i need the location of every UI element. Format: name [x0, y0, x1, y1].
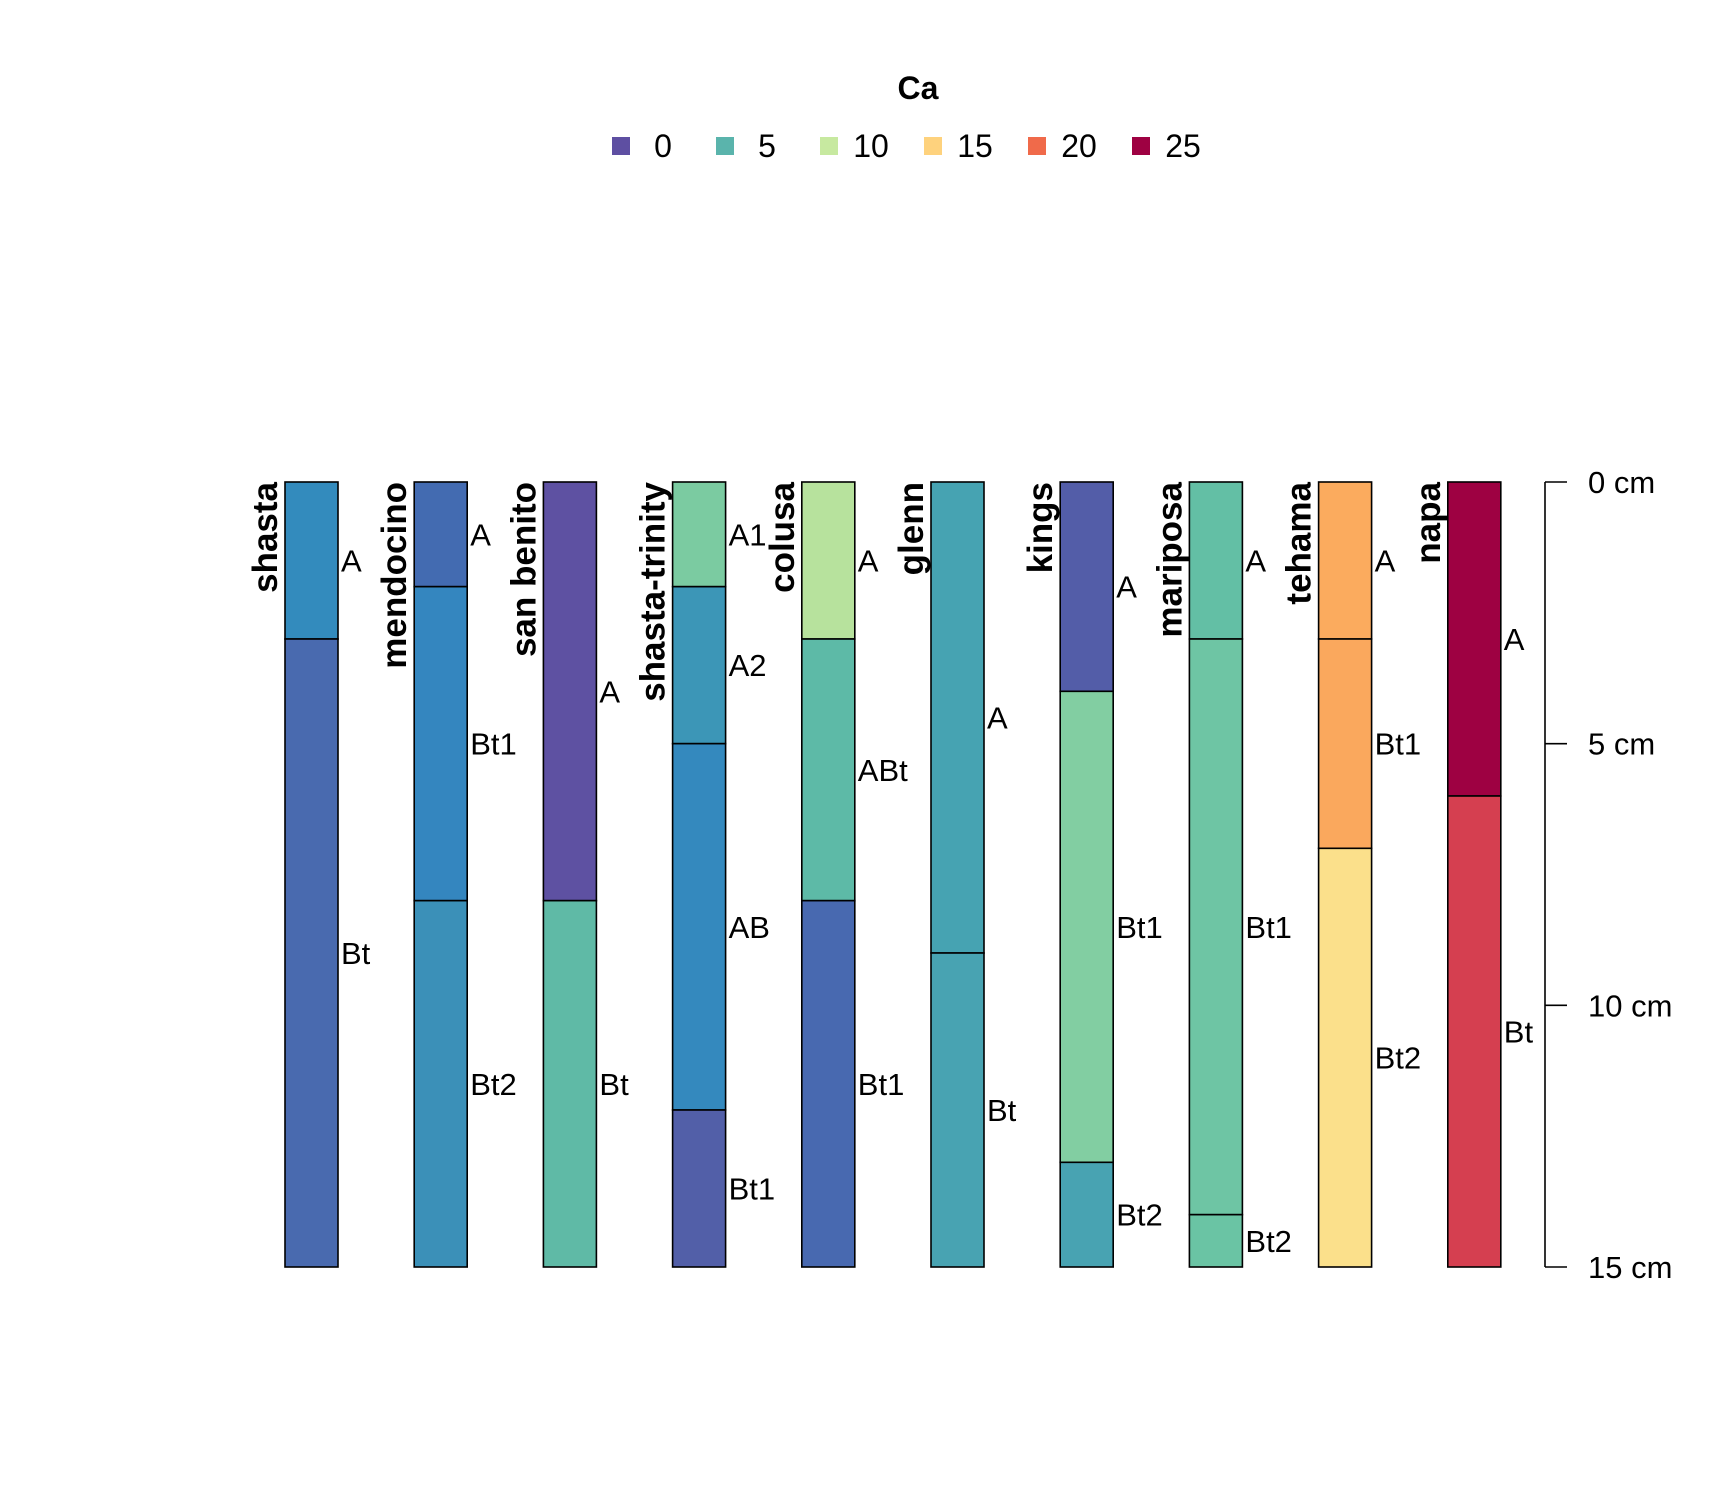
profile: A Bt san benito [504, 482, 629, 1267]
depth-axis: 0 cm 5 cm 10 cm 15 cm [1545, 465, 1672, 1285]
horizon-label: A [1245, 544, 1266, 579]
profile: A Bt glenn [892, 482, 1017, 1267]
horizon [1319, 482, 1372, 639]
horizon [673, 482, 726, 587]
horizon [1319, 639, 1372, 848]
profile-label: tehama [1280, 481, 1319, 604]
horizon [285, 482, 338, 639]
profile-label: colusa [763, 481, 802, 592]
horizon-label: Bt2 [1116, 1198, 1163, 1233]
legend-swatch [924, 137, 942, 155]
profile-label: shasta-trinity [634, 481, 673, 701]
horizon-label: Bt [987, 1093, 1017, 1128]
profile-label: san benito [504, 482, 543, 657]
horizon [1060, 1162, 1113, 1267]
profile-label: napa [1409, 481, 1448, 563]
horizon-label: Bt1 [470, 727, 517, 762]
profile: A Bt1 Bt2 mariposa [1150, 481, 1292, 1267]
horizon-label: A [987, 701, 1008, 736]
depth-tick-label: 0 cm [1588, 465, 1655, 500]
horizon-label: Bt1 [1116, 910, 1163, 945]
depth-tick-label: 5 cm [1588, 727, 1655, 762]
profile-label: shasta [246, 481, 285, 592]
horizon-label: AB [729, 910, 770, 945]
horizon [673, 744, 726, 1110]
profile: A1 A2 AB Bt1 shasta-trinity [634, 481, 776, 1267]
horizon-label: A [470, 517, 491, 552]
profile-label: mendocino [375, 482, 414, 669]
profile: A Bt1 Bt2 kings [1021, 482, 1163, 1267]
horizon-label: Bt2 [470, 1067, 517, 1102]
horizon [414, 587, 467, 901]
profile-label: kings [1021, 482, 1060, 573]
horizon-label: A [1375, 544, 1396, 579]
legend-swatch [612, 137, 630, 155]
horizon-label: A [341, 544, 362, 579]
horizon [931, 482, 984, 953]
legend-label: 5 [758, 128, 776, 164]
horizon [802, 901, 855, 1267]
horizon [1448, 482, 1501, 796]
horizon [1319, 848, 1372, 1267]
horizon [1189, 639, 1242, 1215]
horizon [543, 482, 596, 901]
horizon [414, 482, 467, 587]
horizon [543, 901, 596, 1267]
horizon-label: Bt [599, 1067, 629, 1102]
depth-tick-label: 10 cm [1588, 988, 1672, 1023]
horizon-label: A [1116, 570, 1137, 605]
horizon [1189, 482, 1242, 639]
horizon-label: A2 [729, 648, 767, 683]
horizon [1189, 1215, 1242, 1267]
profile: A Bt napa [1409, 481, 1534, 1267]
legend-swatch [716, 137, 734, 155]
horizon-label: Bt1 [729, 1172, 776, 1207]
horizon [802, 482, 855, 639]
horizon [1060, 482, 1113, 691]
profile: A Bt shasta [246, 481, 371, 1267]
horizon-label: A [1504, 622, 1525, 657]
legend-swatch [820, 137, 838, 155]
legend-swatch [1132, 137, 1150, 155]
profile: A Bt1 Bt2 tehama [1280, 481, 1422, 1267]
horizon-label: Bt [341, 936, 371, 971]
horizon-label: A [599, 674, 620, 709]
horizon-label: Bt1 [1245, 910, 1292, 945]
profile-label: glenn [892, 482, 931, 575]
horizon [1448, 796, 1501, 1267]
profile: A Bt1 Bt2 mendocino [375, 482, 517, 1267]
legend-label: 20 [1061, 128, 1097, 164]
horizon [414, 901, 467, 1267]
profile-label: mariposa [1150, 481, 1189, 637]
horizon [931, 953, 984, 1267]
profile: A ABt Bt1 colusa [763, 481, 908, 1267]
horizon-label: Bt [1504, 1015, 1534, 1050]
horizon [802, 639, 855, 901]
legend-label: 25 [1165, 128, 1201, 164]
horizon-label: A [858, 544, 879, 579]
horizon-label: ABt [858, 753, 908, 788]
horizon [673, 1110, 726, 1267]
legend-label: 15 [957, 128, 993, 164]
legend: Ca 0 5 10 15 20 25 [612, 70, 1201, 164]
horizon [285, 639, 338, 1267]
horizon-label: Bt2 [1245, 1224, 1292, 1259]
horizon [673, 587, 726, 744]
horizon-label: Bt2 [1375, 1041, 1422, 1076]
depth-tick-label: 15 cm [1588, 1250, 1672, 1285]
legend-label: 0 [654, 128, 672, 164]
legend-title: Ca [898, 70, 939, 106]
horizon-label: Bt1 [858, 1067, 905, 1102]
legend-swatch [1028, 137, 1046, 155]
horizon [1060, 691, 1113, 1162]
horizon-label: A1 [729, 517, 767, 552]
legend-label: 10 [853, 128, 889, 164]
horizon-label: Bt1 [1375, 727, 1422, 762]
